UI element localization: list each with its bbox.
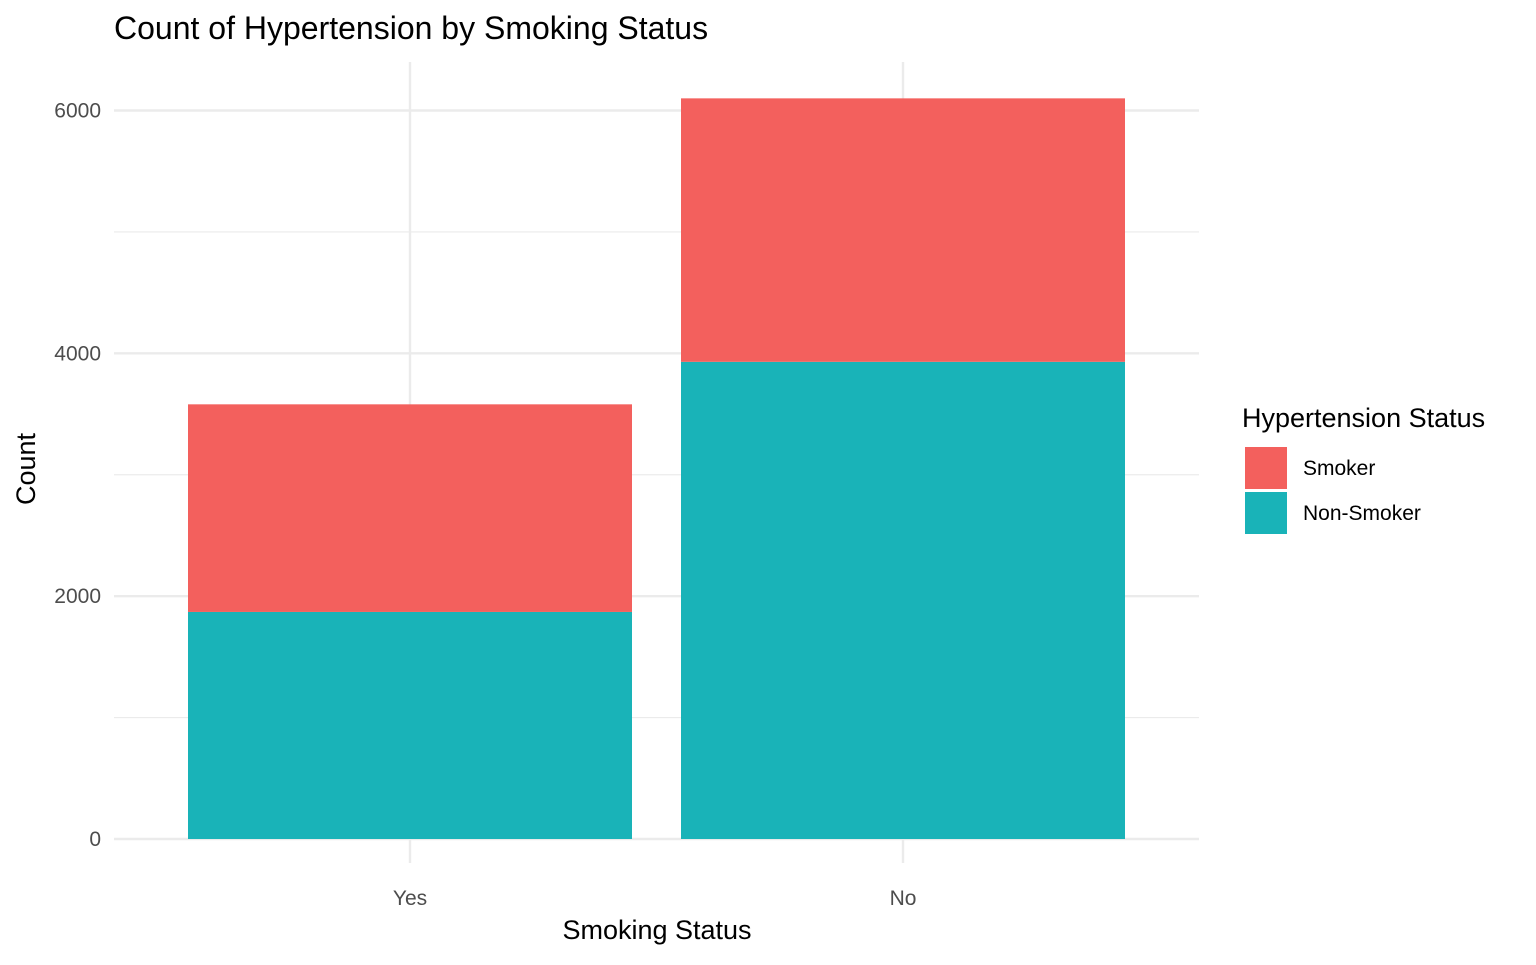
bar-yes-smoker — [188, 404, 632, 612]
bar-no-non-smoker — [681, 361, 1125, 839]
chart-title: Count of Hypertension by Smoking Status — [114, 10, 708, 46]
y-tick-label: 4000 — [54, 342, 101, 365]
legend-label: Smoker — [1303, 457, 1375, 480]
y-tick-label: 6000 — [54, 100, 101, 123]
legend-label: Non-Smoker — [1303, 502, 1421, 525]
bars — [188, 98, 1125, 839]
axes: 0 2000 4000 6000 Yes No — [54, 100, 916, 911]
legend: Hypertension Status Smoker Non-Smoker — [1242, 403, 1485, 534]
x-tick-label: Yes — [393, 887, 427, 910]
y-tick-label: 0 — [89, 828, 101, 851]
bar-yes-non-smoker — [188, 611, 632, 839]
legend-swatch — [1245, 492, 1287, 534]
legend-title: Hypertension Status — [1242, 403, 1485, 433]
y-axis-title: Count — [11, 432, 41, 505]
legend-swatch — [1245, 447, 1287, 489]
x-axis-title: Smoking Status — [562, 915, 751, 945]
legend-items: Smoker Non-Smoker — [1245, 447, 1421, 534]
y-tick-label: 2000 — [54, 585, 101, 608]
x-tick-label: No — [890, 887, 917, 910]
bar-no-smoker — [681, 98, 1125, 362]
